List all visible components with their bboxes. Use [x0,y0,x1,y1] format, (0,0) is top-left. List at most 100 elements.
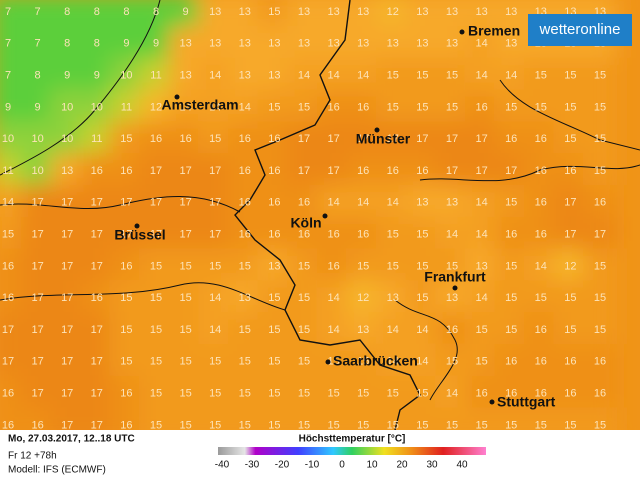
temperature-cell [228,280,262,317]
coastline [0,0,161,176]
temperature-cell [0,89,25,126]
temperature-cell [228,248,262,285]
temperature-cell [287,0,321,30]
temperature-cell [524,248,558,285]
temperature-cell [20,57,55,94]
temperature-value: 15 [535,70,547,82]
temperature-value: 16 [564,356,576,368]
temperature-cell [287,25,321,62]
temperature-cell [583,343,617,380]
temperature-cell [405,121,440,158]
footer-model: Modell: IFS (ECMWF) [8,465,106,476]
temperature-value: 15 [120,324,132,336]
temperature-value: 16 [535,229,547,241]
temperature-cell [376,312,410,348]
temperature-value: 17 [446,165,458,177]
temperature-cell [198,312,232,348]
temperature-cell [316,89,351,126]
temperature-cell [168,407,203,430]
temperature-value: 15 [150,356,162,368]
border-be-fr [0,282,286,311]
temperature-cell [198,0,232,30]
temperature-value: 8 [64,38,70,50]
temperature-cell [316,57,351,94]
temperature-value: 17 [327,165,339,177]
temperature-value: 15 [239,388,251,400]
temperature-value: 11 [150,70,161,82]
temperature-value: 13 [209,6,221,18]
temperature-cell [464,153,499,189]
temperature-value: 15 [298,260,310,272]
temperature-value: 10 [61,133,73,145]
temperature-value: 13 [239,70,251,82]
temperature-cell [139,407,173,430]
temperature-value: 17 [298,165,310,177]
temperature-cell [139,25,173,62]
temperature-cell [435,248,469,285]
temperature-value: 17 [594,229,606,241]
temperature-field [0,0,617,430]
temperature-cell [168,312,203,348]
temperature-cell [435,343,469,380]
temperature-cell [168,25,203,62]
temperature-value: 15 [505,292,517,304]
temperature-cell [553,343,588,380]
temperature-cell [109,248,144,285]
temperature-value: 15 [298,419,310,431]
temperature-value: 13 [239,38,251,50]
temperature-value: 13 [387,38,399,50]
temperature-cell [287,216,321,253]
temperature-cell [346,280,380,317]
temperature-cell [20,89,55,126]
temperature-value: 17 [91,356,103,368]
temperature-cell [435,57,469,94]
temperature-cell [524,407,558,430]
temperature-value: 17 [31,388,43,400]
temperature-value: 13 [357,6,369,18]
temperature-value: 15 [535,292,547,304]
temperature-cell [583,153,617,189]
temperature-cell [257,184,292,221]
temperature-value: 15 [179,388,191,400]
temperature-value: 16 [446,324,458,336]
temperature-value: 16 [2,388,14,400]
temperature-value: 16 [150,133,162,145]
temperature-value: 15 [327,419,339,431]
temperature-cell [287,407,321,430]
temperature-cell [257,343,292,380]
temperature-value: 10 [91,101,103,113]
temperature-cell [109,121,144,158]
temperature-cell [376,25,410,62]
temperature-cell [139,184,173,221]
temperature-value: 16 [387,165,399,177]
temperature-value: 15 [475,324,487,336]
temperature-cell [346,57,380,94]
temperature-value: 9 [64,70,70,82]
temperature-cell [0,248,25,285]
temperature-cell [553,153,588,189]
temperature-value: 13 [357,324,369,336]
temperature-cell [257,375,292,412]
temperature-cell [405,0,440,30]
temperature-value: 15 [564,70,576,82]
logo-box [528,14,632,46]
scale-label: 10 [366,460,378,471]
temperature-cell [494,0,528,30]
border-de-west [234,0,421,430]
temperature-value: 15 [357,356,369,368]
temperature-value: 15 [298,324,310,336]
temperature-cell [109,153,144,189]
temperature-cell [139,57,173,94]
temperature-cell [20,343,55,380]
temperature-cell [583,312,617,348]
temperature-cell [494,89,528,126]
temperature-value: 17 [505,165,517,177]
temperature-cell [553,57,588,94]
temperature-value: 13 [475,6,487,18]
temperature-cell [376,0,410,30]
temperature-value: 7 [5,6,11,18]
temperature-value: 13 [416,197,428,209]
temperature-value: 15 [564,292,576,304]
temperature-value: 14 [475,38,487,50]
temperature-value: 16 [239,229,251,241]
